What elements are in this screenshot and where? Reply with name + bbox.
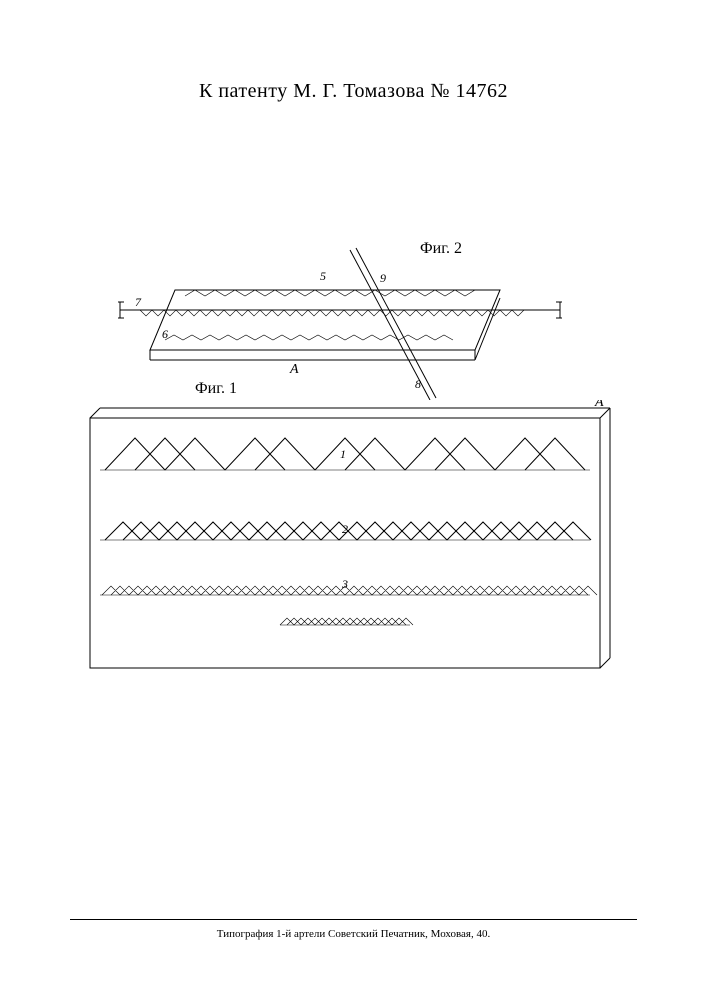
patent-title: К патенту М. Г. Томазова № 14762 xyxy=(0,80,707,103)
footer-rule xyxy=(70,919,637,920)
figure-2-drawing: 5 9 7 6 8 А xyxy=(80,240,620,400)
figure-2-label: Фиг. 2 xyxy=(420,240,462,258)
ref-9: 9 xyxy=(380,271,386,285)
label-A-block: А xyxy=(594,400,604,410)
ref-2: 2 xyxy=(342,522,348,536)
ref-7: 7 xyxy=(135,295,142,309)
figure-1-drawing: А 1 2 3 xyxy=(80,400,620,680)
ref-8: 8 xyxy=(415,377,421,391)
figure-1: А 1 2 3 xyxy=(80,400,620,680)
ref-1: 1 xyxy=(340,447,346,461)
footer-text: Типография 1-й артели Советский Печатник… xyxy=(0,928,707,940)
figure-1-label: Фиг. 1 xyxy=(195,380,237,398)
figures-container: Фиг. 2 5 9 7 6 8 xyxy=(80,240,620,680)
label-A-top: А xyxy=(289,362,299,377)
ref-3: 3 xyxy=(341,577,348,591)
figure-2: Фиг. 2 5 9 7 6 8 xyxy=(80,240,620,390)
ref-5: 5 xyxy=(320,269,326,283)
ref-6: 6 xyxy=(162,327,168,341)
